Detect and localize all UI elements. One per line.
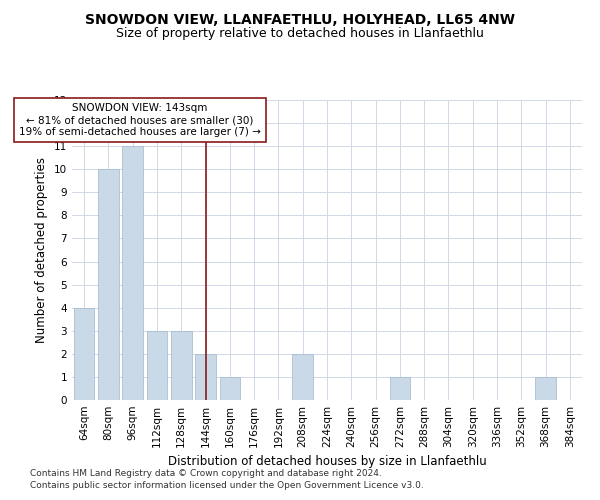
Bar [98, 169, 119, 400]
Text: Size of property relative to detached houses in Llanfaethlu: Size of property relative to detached ho… [116, 28, 484, 40]
Bar [220, 377, 240, 400]
Bar [74, 308, 94, 400]
Bar [292, 354, 313, 400]
Text: Contains HM Land Registry data © Crown copyright and database right 2024.: Contains HM Land Registry data © Crown c… [30, 468, 382, 477]
Bar [146, 331, 167, 400]
Y-axis label: Number of detached properties: Number of detached properties [35, 157, 49, 343]
Text: SNOWDON VIEW: 143sqm
← 81% of detached houses are smaller (30)
19% of semi-detac: SNOWDON VIEW: 143sqm ← 81% of detached h… [19, 104, 261, 136]
Text: Contains public sector information licensed under the Open Government Licence v3: Contains public sector information licen… [30, 481, 424, 490]
Bar [171, 331, 191, 400]
Bar [122, 146, 143, 400]
Bar [195, 354, 216, 400]
Bar [389, 377, 410, 400]
X-axis label: Distribution of detached houses by size in Llanfaethlu: Distribution of detached houses by size … [167, 456, 487, 468]
Text: SNOWDON VIEW, LLANFAETHLU, HOLYHEAD, LL65 4NW: SNOWDON VIEW, LLANFAETHLU, HOLYHEAD, LL6… [85, 12, 515, 26]
Bar [535, 377, 556, 400]
